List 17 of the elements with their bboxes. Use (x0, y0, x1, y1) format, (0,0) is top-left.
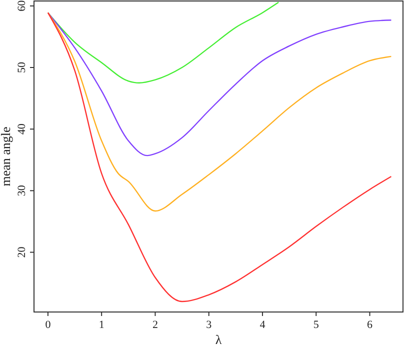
y-tick-label: 20 (16, 246, 28, 258)
line-series (47, 12, 392, 302)
x-tick-label: 4 (260, 319, 266, 331)
line-series (47, 12, 392, 212)
x-tick-label: 2 (152, 319, 158, 331)
x-tick-label: 0 (45, 319, 52, 331)
x-tick-label: 3 (206, 319, 212, 331)
x-axis-title: λ (215, 332, 222, 347)
y-tick-label: 40 (16, 123, 28, 135)
y-axis-title: mean angle (0, 126, 13, 186)
y-tick-label: 50 (16, 62, 28, 74)
line-series (47, 12, 392, 156)
y-tick-label: 30 (16, 184, 28, 196)
x-tick-label: 1 (98, 319, 104, 331)
x-tick-label: 6 (366, 319, 373, 331)
x-tick-label: 5 (313, 319, 320, 331)
y-tick-label: 60 (16, 0, 28, 12)
